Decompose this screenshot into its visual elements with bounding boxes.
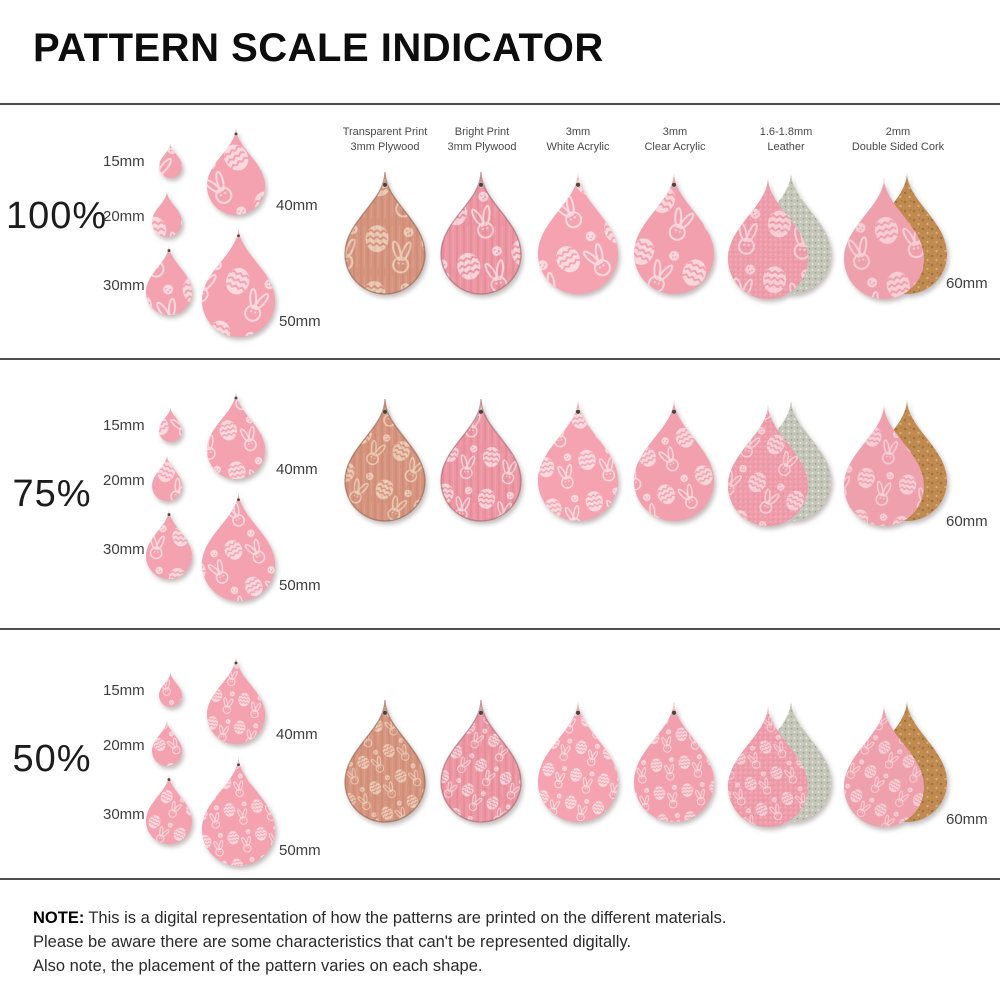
teardrop-clear-acrylic: [634, 172, 714, 294]
size-label-20mm: 20mm: [103, 737, 145, 754]
size-label-60mm: 60mm: [946, 275, 988, 292]
teardrop-30mm: [146, 245, 192, 315]
scale-label-50: 50%: [12, 738, 92, 780]
size-label-30mm: 30mm: [103, 277, 145, 294]
size-label-50mm: 50mm: [279, 842, 321, 859]
teardrop-transparent-print-plywood: [344, 171, 426, 295]
teardrop-bright-print-plywood: [440, 699, 522, 823]
divider: [0, 358, 1000, 360]
teardrop-clear-acrylic: [634, 700, 714, 822]
scale-label-75: 75%: [12, 473, 92, 515]
size-label-50mm: 50mm: [279, 313, 321, 330]
teardrop-30mm: [146, 509, 192, 579]
size-label-60mm: 60mm: [946, 513, 988, 530]
teardrop-20mm: [152, 191, 182, 237]
teardrop-cork-pair: [844, 172, 947, 300]
teardrop-15mm: [159, 672, 182, 707]
teardrop-bright-print-plywood: [440, 398, 522, 522]
teardrop-bright-print-plywood: [440, 171, 522, 295]
note-line-3: Also note, the placement of the pattern …: [33, 957, 483, 975]
note-line-2: Please be aware there are some character…: [33, 933, 632, 951]
teardrop-white-acrylic: [538, 172, 618, 294]
teardrop-40mm: [207, 656, 265, 744]
size-label-15mm: 15mm: [103, 417, 145, 434]
size-label-40mm: 40mm: [276, 726, 318, 743]
size-label-30mm: 30mm: [103, 806, 145, 823]
scale-row-100: 100% Transparent Print 3mm Plywood Brigh…: [0, 103, 1000, 358]
note-line-1: NOTE: This is a digital representation of…: [33, 909, 727, 927]
divider: [0, 628, 1000, 630]
note: NOTE: This is a digital representation of…: [33, 906, 726, 978]
teardrop-transparent-print-plywood: [344, 398, 426, 522]
teardrop-15mm: [159, 407, 182, 442]
size-label-20mm: 20mm: [103, 472, 145, 489]
teardrop-white-acrylic: [538, 399, 618, 521]
size-label-15mm: 15mm: [103, 682, 145, 699]
teardrop-leather-pair: [728, 399, 831, 527]
divider: [0, 103, 1000, 105]
scale-label-100: 100%: [6, 195, 108, 237]
size-label-30mm: 30mm: [103, 541, 145, 558]
column-header-cork: 2mm Double Sided Cork: [851, 126, 945, 153]
scale-row-75: 75% 15mm 20mm 30mm 40mm 50mm 60mm: [0, 367, 1000, 628]
teardrop-40mm: [207, 127, 265, 215]
teardrop-transparent-print-plywood: [344, 699, 426, 823]
teardrop-50mm: [202, 227, 275, 337]
teardrop-20mm: [152, 720, 182, 766]
size-label-40mm: 40mm: [276, 197, 318, 214]
teardrop-white-acrylic: [538, 700, 618, 822]
scale-row-50: 50% 15mm 20mm 30mm 40mm 50mm 60mm: [0, 632, 1000, 878]
teardrop-cork-pair: [844, 700, 947, 828]
teardrop-50mm: [202, 756, 275, 866]
size-label-20mm: 20mm: [103, 208, 145, 225]
column-header-leather: 1.6-1.8mm Leather: [759, 126, 813, 153]
column-header-bright-plywood: Bright Print 3mm Plywood: [447, 126, 517, 153]
teardrop-15mm: [159, 143, 182, 178]
teardrop-cork-pair: [844, 399, 947, 527]
size-label-60mm: 60mm: [946, 811, 988, 828]
size-label-40mm: 40mm: [276, 461, 318, 478]
page-title: PATTERN SCALE INDICATOR: [33, 26, 604, 70]
teardrop-30mm: [146, 774, 192, 844]
note-label: NOTE:: [33, 909, 85, 927]
column-header-transparent-plywood: Transparent Print 3mm Plywood: [342, 126, 428, 153]
size-label-15mm: 15mm: [103, 153, 145, 170]
teardrop-leather-pair: [728, 700, 831, 828]
divider: [0, 878, 1000, 880]
teardrop-40mm: [207, 391, 265, 479]
teardrop-clear-acrylic: [634, 399, 714, 521]
size-label-50mm: 50mm: [279, 577, 321, 594]
teardrop-20mm: [152, 455, 182, 501]
teardrop-leather-pair: [728, 172, 831, 300]
column-header-clear-acrylic: 3mm Clear Acrylic: [644, 126, 706, 153]
column-header-white-acrylic: 3mm White Acrylic: [546, 126, 610, 153]
teardrop-50mm: [202, 491, 275, 601]
